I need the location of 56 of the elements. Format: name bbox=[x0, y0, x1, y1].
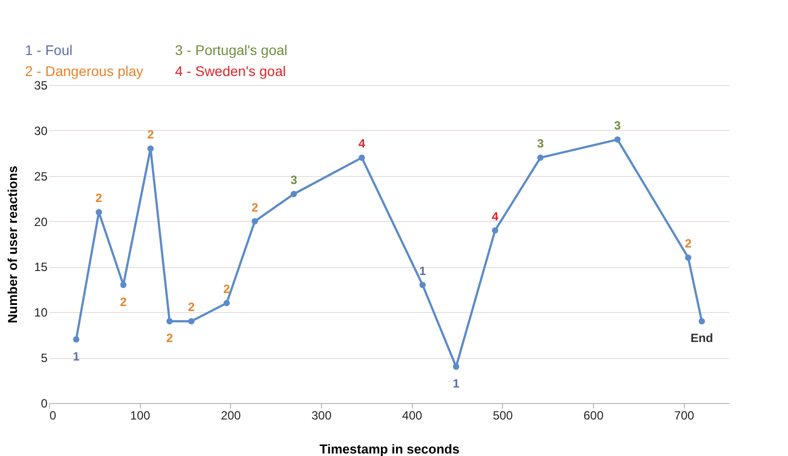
point bbox=[452, 364, 460, 370]
y-tick-label: 20 bbox=[34, 214, 48, 229]
point bbox=[96, 209, 102, 216]
point bbox=[358, 154, 365, 161]
annotation: 2 bbox=[188, 300, 196, 314]
y-tick-label: 15 bbox=[34, 260, 48, 274]
annotation: 2 bbox=[147, 128, 154, 142]
text: 2 - Dangerous play bbox=[25, 63, 144, 79]
y-axis-title: Number of user reactions bbox=[5, 166, 20, 324]
y-tick-label: 35 bbox=[34, 78, 48, 92]
point bbox=[290, 190, 297, 198]
y-tick-label: 30 bbox=[34, 124, 48, 138]
annotation: 4 bbox=[492, 209, 499, 224]
point bbox=[698, 318, 705, 324]
annotation: 1 bbox=[452, 376, 460, 391]
y-tick-label: 10 bbox=[34, 306, 48, 320]
annotation: 1 bbox=[72, 349, 80, 364]
x-tick-label: 600 bbox=[583, 408, 604, 422]
annotation: 1 bbox=[419, 264, 426, 278]
text: 3 - Portugal's goal bbox=[175, 42, 288, 58]
point bbox=[614, 136, 621, 143]
point bbox=[188, 318, 195, 324]
point bbox=[685, 254, 692, 261]
x-tick-label: 300 bbox=[311, 408, 332, 422]
annotation: 3 bbox=[290, 173, 298, 188]
y-tick-label: 0 bbox=[40, 396, 48, 410]
annotation: End bbox=[690, 331, 714, 346]
point bbox=[166, 318, 173, 324]
annotation: 3 bbox=[614, 118, 622, 133]
annotation: 2 bbox=[96, 191, 103, 206]
annotation: 2 bbox=[251, 200, 258, 214]
point bbox=[147, 145, 154, 152]
x-tick-label: 100 bbox=[130, 408, 150, 422]
x-tick-label: 400 bbox=[402, 408, 422, 422]
annotation: 2 bbox=[120, 294, 128, 309]
text: 4 - Sweden's goal bbox=[175, 63, 286, 79]
point bbox=[252, 218, 258, 224]
x-axis-title: Timestamp in seconds bbox=[320, 442, 460, 456]
annotation: 2 bbox=[684, 236, 692, 251]
point bbox=[537, 154, 544, 161]
point bbox=[492, 227, 498, 234]
point bbox=[419, 282, 426, 288]
point bbox=[73, 336, 80, 343]
point bbox=[224, 300, 230, 306]
point bbox=[120, 282, 127, 288]
x-tick-label: 500 bbox=[492, 408, 514, 422]
annotation: 3 bbox=[537, 136, 544, 151]
y-tick-label: 5 bbox=[40, 351, 48, 366]
x-tick-label: 200 bbox=[220, 408, 242, 422]
x-tick-label: 0 bbox=[50, 408, 56, 422]
annotation: 2 bbox=[166, 331, 174, 346]
x-tick-label: 700 bbox=[674, 408, 694, 422]
annotation: 4 bbox=[358, 136, 366, 151]
y-tick-label: 25 bbox=[34, 169, 48, 184]
text: 1 - Foul bbox=[25, 42, 72, 58]
annotation: 2 bbox=[223, 282, 230, 296]
